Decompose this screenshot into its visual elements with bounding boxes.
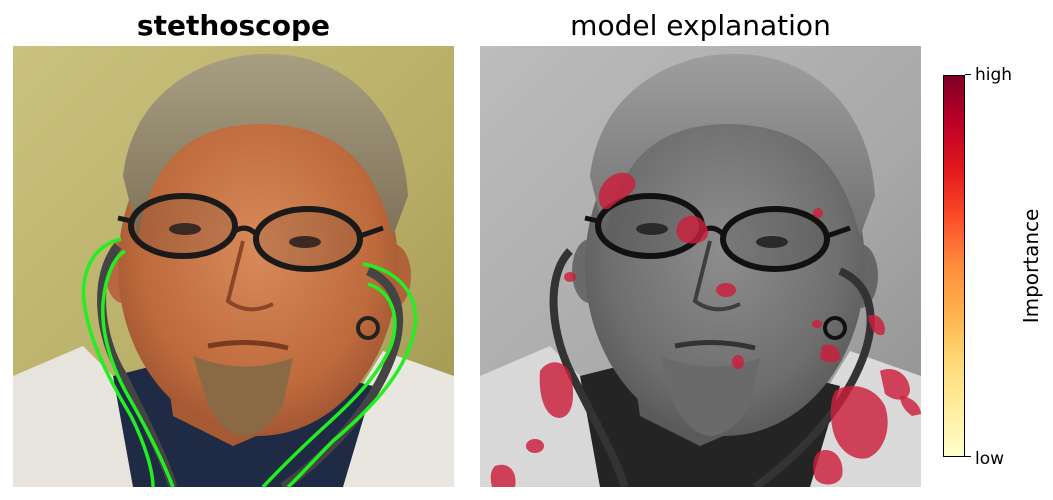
nose xyxy=(225,240,274,312)
explanation-panel xyxy=(480,46,921,487)
colorbar-low-label: low xyxy=(975,449,1005,469)
colorbar-tick-low xyxy=(965,456,971,457)
highlight-region xyxy=(490,464,516,487)
stethoscope-outline-right xyxy=(261,262,418,487)
right-eye-gray xyxy=(756,236,788,248)
right-panel-title: model explanation xyxy=(570,9,831,42)
highlight-region xyxy=(868,314,885,336)
highlight-region xyxy=(820,344,840,363)
goatee-gray xyxy=(660,356,760,436)
earring xyxy=(356,316,380,340)
goatee xyxy=(193,356,293,436)
face-gray xyxy=(585,96,865,436)
glasses-arms xyxy=(117,215,384,239)
highlight-region xyxy=(526,439,544,453)
highlight-region xyxy=(676,215,709,244)
mouth-gray xyxy=(674,339,756,351)
highlight-region xyxy=(813,208,823,218)
highlight-region xyxy=(598,172,636,210)
stethoscope-tube-right-gray xyxy=(752,267,875,487)
hair xyxy=(123,53,408,236)
colorbar-tick-high xyxy=(965,74,971,75)
glasses-bridge xyxy=(233,225,258,236)
highlight-region xyxy=(732,355,744,369)
hair-gray xyxy=(590,53,875,236)
mouth xyxy=(207,339,289,351)
highlight-region xyxy=(539,362,574,418)
face xyxy=(118,96,398,436)
left-eye xyxy=(169,223,201,235)
highlight-region xyxy=(564,272,576,282)
nose-gray xyxy=(692,240,741,312)
earring-gray xyxy=(823,316,847,340)
left-eye-gray xyxy=(636,223,668,235)
stethoscope-tube-left-gray xyxy=(549,248,629,487)
lab-coat-left xyxy=(13,346,163,487)
original-photo-panel xyxy=(13,46,454,487)
importance-colorbar xyxy=(943,75,965,457)
highlight-region xyxy=(716,283,736,297)
left-panel-title: stethoscope xyxy=(136,9,331,42)
original-photo xyxy=(13,46,454,487)
colorbar-high-label: high xyxy=(975,65,1013,85)
importance-highlights xyxy=(490,172,921,487)
highlight-region xyxy=(812,320,822,328)
highlight-region xyxy=(813,450,843,485)
highlight-region xyxy=(880,368,910,400)
stethoscope-outline-left xyxy=(81,237,175,487)
highlight-region xyxy=(830,386,888,459)
explanation-photo xyxy=(480,46,921,487)
colorbar-axis-label: Importance xyxy=(1019,208,1043,324)
right-eye xyxy=(289,236,321,248)
highlight-region xyxy=(900,396,921,416)
glasses-arms-gray xyxy=(584,215,851,239)
